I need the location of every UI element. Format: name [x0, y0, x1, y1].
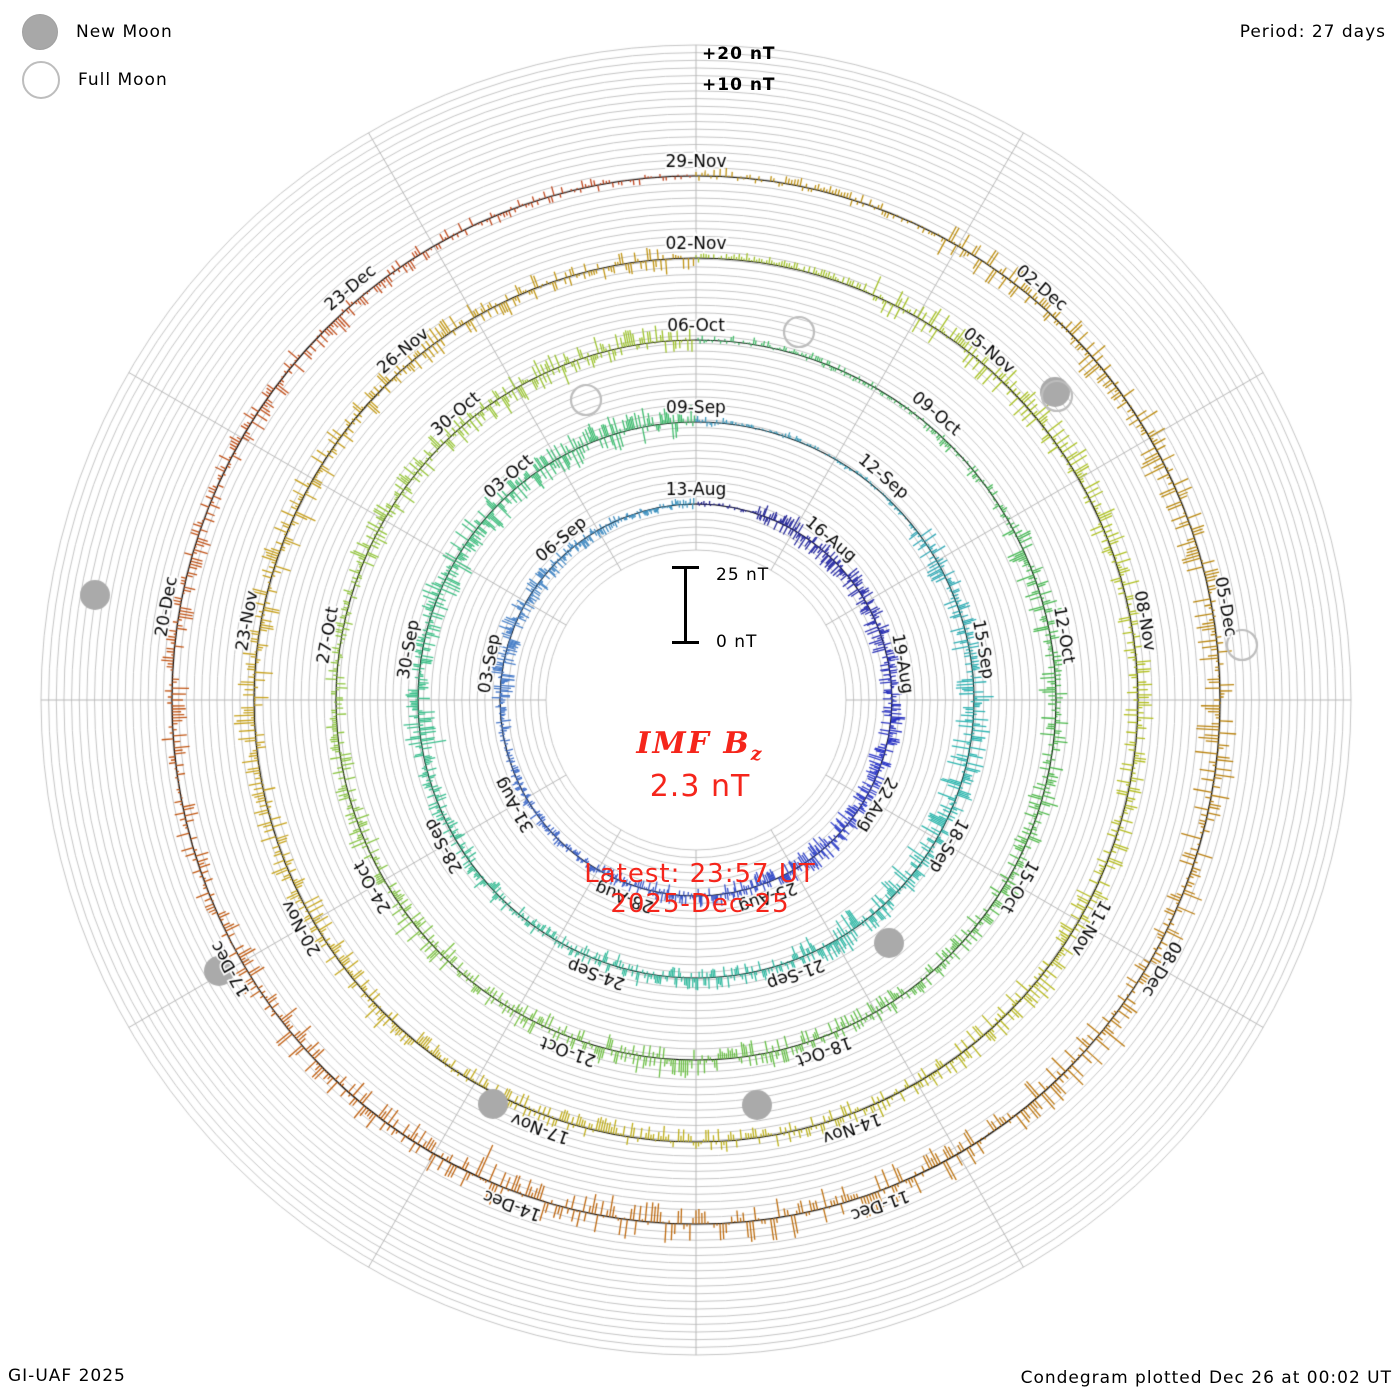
legend-label-new-moon: New Moon: [76, 22, 173, 42]
radial-tick-plus-20: +20 nT: [702, 44, 776, 64]
full-moon-icon: [22, 61, 60, 99]
center-readout: IMF Bz 2.3 nT: [0, 726, 1400, 804]
scale-bar-stem: [684, 566, 687, 644]
imf-value: 2.3 nT: [649, 769, 751, 804]
imf-title-sub: z: [750, 743, 764, 765]
imf-title: IMF Bz: [0, 726, 1400, 765]
new-moon-icon: [22, 14, 58, 50]
scale-bar-cap-bottom: [672, 641, 699, 644]
imf-title-main: IMF B: [636, 726, 751, 761]
scale-bar-bottom-label: 0 nT: [716, 632, 758, 652]
legend-item-full-moon: Full Moon: [22, 56, 173, 104]
scale-bar-top-label: 25 nT: [716, 565, 770, 585]
radial-tick-plus-10: +10 nT: [702, 75, 776, 95]
plotted-label: Condegram plotted Dec 26 at 00:02 UT: [1020, 1368, 1392, 1388]
moon-legend: New Moon Full Moon: [22, 8, 173, 104]
latest-date: 2025-Dec-25: [610, 888, 790, 919]
period-label: Period: 27 days: [1239, 22, 1386, 42]
latest-readout: Latest: 23:57 UT 2025-Dec-25: [0, 859, 1400, 920]
credit-label: GI-UAF 2025: [8, 1366, 126, 1386]
scale-bar: [672, 566, 699, 644]
legend-label-full-moon: Full Moon: [78, 70, 168, 90]
latest-time: Latest: 23:57 UT: [584, 859, 816, 889]
legend-item-new-moon: New Moon: [22, 8, 173, 56]
scale-bar-cap-top: [672, 566, 699, 569]
